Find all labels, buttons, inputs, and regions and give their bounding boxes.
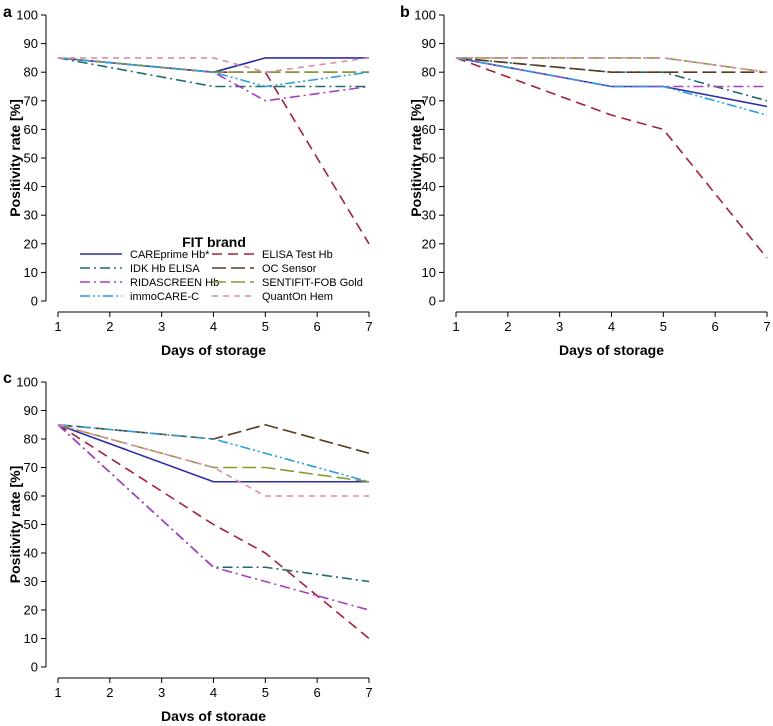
panel-b-series-oc-sensor — [455, 57, 767, 73]
panel-c-y-tick-label: 10 — [24, 631, 38, 646]
panel-b-y-tick-label: 0 — [429, 294, 436, 309]
legend-label-6: immoCARE-C — [130, 291, 199, 303]
panel-a-y-tick-label: 90 — [24, 36, 38, 51]
panel-a-x-tick-label: 3 — [158, 319, 165, 334]
panel-c-x-axis-title: Days of storage — [161, 708, 266, 721]
panel-b-series-elisa-test-hb — [455, 57, 768, 259]
panel-a-y-tick-label: 40 — [24, 179, 38, 194]
panel-c-y-tick-label: 20 — [24, 603, 38, 618]
panel-a-letter: a — [3, 4, 12, 21]
panel-c-y-tick-label: 90 — [24, 403, 38, 418]
panel-a-y-tick-label: 50 — [24, 151, 38, 166]
panel-c-y-tick-label: 30 — [24, 574, 38, 589]
legend-label-2: IDK Hb ELISA — [130, 263, 200, 275]
panel-c-x-tick-label: 5 — [262, 685, 269, 700]
panel-b-y-tick-label: 90 — [422, 36, 436, 51]
panel-b-y-tick-label: 50 — [422, 151, 436, 166]
legend-label-7: QuantOn Hem — [262, 291, 333, 303]
panel-b-x-tick-label: 2 — [504, 319, 511, 334]
panel-b-y-tick-label: 40 — [422, 179, 436, 194]
panel-b-x-tick-label: 1 — [452, 319, 459, 334]
panel-b-series-quanton-hem — [456, 57, 768, 73]
panel-c-x-tick-label: 6 — [314, 685, 321, 700]
panel-c-y-axis-title: Positivity rate [%] — [7, 466, 23, 583]
panel-b-y-axis-title: Positivity rate [%] — [408, 99, 424, 216]
panel-a-y-tick-label: 60 — [24, 122, 38, 137]
panel-a-series-quanton-hem — [58, 57, 370, 73]
panel-c-y-tick-label: 40 — [24, 546, 38, 561]
legend-label-4: RIDASCREEN Hb — [130, 277, 219, 289]
panel-a-y-tick-label: 100 — [16, 8, 38, 23]
panel-a-x-tick-label: 2 — [106, 319, 113, 334]
panel-a-series-immocare-c — [57, 57, 370, 88]
panel-c-y-tick-label: 80 — [24, 432, 38, 447]
panel-c-x-tick-label: 4 — [210, 685, 217, 700]
panel-a-y-tick-label: 70 — [24, 93, 38, 108]
panel-b-x-tick-label: 5 — [660, 319, 667, 334]
panel-a-x-tick-label: 7 — [365, 319, 372, 334]
panel-b-y-tick-label: 60 — [422, 122, 436, 137]
legend-label-1: ELISA Test Hb — [262, 249, 333, 261]
panel-c-y-tick-label: 100 — [16, 375, 38, 390]
legend-title: FIT brand — [182, 234, 246, 250]
panel-b-y-tick-label: 10 — [422, 265, 436, 280]
panel-c-series-elisa-test-hb — [57, 424, 370, 640]
panel-a-x-tick-label: 5 — [262, 319, 269, 334]
panel-a-x-tick-label: 6 — [314, 319, 321, 334]
panel-c-series-idk-hb-elisa — [57, 424, 370, 583]
panel-c-series-immocare-c — [57, 423, 370, 483]
panel-c-x-tick-label: 7 — [365, 685, 372, 700]
panel-b-y-tick-label: 70 — [422, 93, 436, 108]
panel-b-x-tick-label: 3 — [556, 319, 563, 334]
panel-a-y-tick-label: 30 — [24, 208, 38, 223]
panel-b-y-tick-label: 100 — [414, 8, 436, 23]
panel-a-y-axis-title: Positivity rate [%] — [7, 99, 23, 216]
panel-c-letter: c — [3, 370, 12, 387]
panel-c-y-tick-label: 70 — [24, 460, 38, 475]
panel-c-y-tick-label: 0 — [31, 660, 38, 675]
panel-b-series-idk-hb-elisa — [455, 57, 768, 102]
panel-c-series-sentifit-fob-gold — [57, 423, 370, 483]
panel-c-x-tick-label: 2 — [106, 685, 113, 700]
panel-c-y-tick-label: 50 — [24, 517, 38, 532]
legend-label-3: OC Sensor — [262, 263, 317, 275]
panel-a-y-tick-label: 0 — [31, 294, 38, 309]
panel-a-x-axis-title: Days of storage — [161, 342, 266, 358]
panel-a-x-tick-label: 1 — [54, 319, 61, 334]
panel-a-x-tick-label: 4 — [210, 319, 217, 334]
panel-b-letter: b — [400, 4, 410, 21]
panel-c-series-quanton-hem — [57, 423, 369, 497]
panel-a-y-tick-label: 20 — [24, 236, 38, 251]
panel-b-x-tick-label: 4 — [608, 319, 615, 334]
panel-b-x-tick-label: 7 — [763, 319, 770, 334]
panel-c-series-careprime-hb — [57, 423, 369, 483]
panel-a-series-ridascreen-hb — [57, 57, 370, 102]
panel-c-series-ridascreen-hb — [57, 424, 370, 611]
legend-label-5: SENTIFIT-FOB Gold — [262, 277, 363, 289]
panel-b-y-tick-label: 20 — [422, 236, 436, 251]
panel-a-y-tick-label: 80 — [24, 65, 38, 80]
panel-c-x-tick-label: 3 — [158, 685, 165, 700]
panel-a-y-tick-label: 10 — [24, 265, 38, 280]
legend-label-0: CAREprime Hb* — [130, 249, 210, 261]
panel-b-y-tick-label: 80 — [422, 65, 436, 80]
panel-b-series-immocare-c — [455, 57, 768, 116]
panel-b-x-axis-title: Days of storage — [559, 342, 664, 358]
panel-c-x-tick-label: 1 — [54, 685, 61, 700]
panel-b-x-tick-label: 6 — [712, 319, 719, 334]
panel-c-y-tick-label: 60 — [24, 489, 38, 504]
panel-b-y-tick-label: 30 — [422, 208, 436, 223]
